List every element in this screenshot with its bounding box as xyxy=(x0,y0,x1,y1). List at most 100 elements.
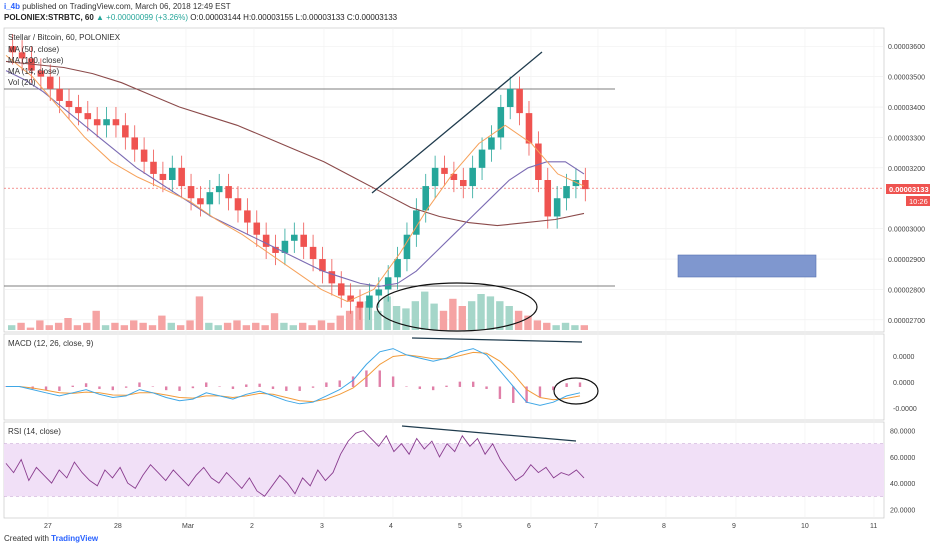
ma50-line xyxy=(5,70,585,287)
volume-bar xyxy=(83,322,91,330)
candle-body xyxy=(150,161,157,174)
macd-histogram-bar xyxy=(271,386,275,389)
candle-body xyxy=(553,198,561,217)
time-tick-label: 11 xyxy=(870,523,877,530)
volume-bar xyxy=(45,325,53,330)
macd-histogram-bar xyxy=(405,386,408,387)
volume-bar xyxy=(148,325,157,330)
legend-ma50: MA (50, close) xyxy=(8,45,59,54)
volume-bar xyxy=(167,322,175,330)
time-tick-label: 5 xyxy=(458,523,462,530)
candle-body xyxy=(84,113,92,120)
macd-pane-frame xyxy=(3,333,885,421)
volume-bar xyxy=(130,320,138,330)
macd-histogram-bar xyxy=(378,370,381,387)
volume-bar xyxy=(205,322,213,330)
volume-bar xyxy=(524,315,532,330)
last-price-label: 0.00003133 xyxy=(889,185,929,194)
macd-histogram-bar xyxy=(285,386,288,391)
time-tick-label: 8 xyxy=(662,523,666,530)
macd-histogram-bar xyxy=(124,386,128,388)
macd-histogram-bar xyxy=(191,386,195,389)
volume-bar xyxy=(289,325,297,330)
candle-body xyxy=(563,186,570,199)
price-tick-label: 0.00003500 xyxy=(888,75,925,82)
volume-bar xyxy=(533,320,542,330)
volume-bar xyxy=(17,322,25,330)
candle-body xyxy=(394,259,401,278)
volume-bar xyxy=(252,322,260,330)
candle-body xyxy=(572,180,580,187)
candle-body xyxy=(516,88,523,114)
candle-body xyxy=(103,119,110,126)
candle-body xyxy=(244,210,251,223)
macd-histogram-bar xyxy=(258,383,261,387)
volume-bar xyxy=(176,325,185,330)
candle-body xyxy=(75,107,82,114)
macd-histogram-bar xyxy=(231,386,235,389)
macd-histogram-bar xyxy=(138,382,141,387)
volume-bar xyxy=(580,325,588,330)
macd-line xyxy=(6,348,581,406)
macd-histogram-bar xyxy=(391,376,395,387)
change-value: ▲ +0.00000099 (+3.26%) xyxy=(96,13,189,22)
time-tick-label: 9 xyxy=(732,523,736,530)
legend-ma100: MA (100, close) xyxy=(8,56,64,65)
target-box xyxy=(677,254,817,278)
macd-histogram-bar xyxy=(431,386,435,391)
macd-histogram-bar xyxy=(472,381,475,387)
chart-marks: 0.00003600 0.00003500 0.00003400 0.00003300… xyxy=(4,28,925,530)
volume-bar xyxy=(383,296,391,330)
volume-bar xyxy=(186,320,194,330)
macd-histogram-bar xyxy=(552,386,555,391)
candle-body xyxy=(272,246,279,253)
volume-bar xyxy=(8,325,16,330)
legend-ma14: MA (14, close) xyxy=(8,67,59,76)
volume-bar xyxy=(317,320,326,330)
macd-histogram-bar xyxy=(311,386,315,388)
last-price-tag xyxy=(886,184,930,194)
candle-body xyxy=(431,167,439,187)
time-tick-label: 2 xyxy=(250,523,254,530)
candle-body xyxy=(93,119,101,126)
time-tick-label: Mar xyxy=(182,523,195,530)
author-name[interactable]: i_4b xyxy=(4,2,21,11)
candle-body xyxy=(206,192,214,205)
volume-bar xyxy=(392,306,401,330)
macd-histogram-bar xyxy=(325,382,328,387)
time-tick-label: 3 xyxy=(320,523,324,530)
macd-histogram-bar xyxy=(351,376,355,387)
volume-bar xyxy=(477,294,485,330)
macd-tick-label: 0.0000 xyxy=(893,354,915,361)
candle-body xyxy=(488,137,495,150)
candle-body xyxy=(37,70,45,77)
volume-bar xyxy=(355,306,363,330)
candle-body xyxy=(450,173,458,180)
macd-histogram-bar xyxy=(111,386,114,391)
volume-bar xyxy=(345,310,354,330)
macd-title: MACD (12, 26, close, 9) xyxy=(8,339,94,348)
candle-body xyxy=(337,283,345,296)
macd-histogram-bar xyxy=(498,386,502,399)
tradingview-logo[interactable]: TradingView xyxy=(51,534,99,543)
candle-body xyxy=(300,234,307,247)
macd-histogram-bar xyxy=(418,386,422,389)
rsi-line xyxy=(5,430,585,497)
volume-bar xyxy=(496,301,504,330)
volume-bar xyxy=(411,301,420,330)
candle-body xyxy=(178,167,185,187)
time-tick-label: 7 xyxy=(594,523,598,530)
candle-body xyxy=(375,289,383,296)
macd-histogram-bar xyxy=(538,386,542,397)
candle-body xyxy=(291,234,298,241)
candle-body xyxy=(441,167,448,174)
volume-bar xyxy=(139,322,147,330)
volume-bar xyxy=(261,325,269,330)
macd-histogram-bar xyxy=(445,385,448,387)
macd-circle-annotation xyxy=(553,377,599,405)
macd-signal-line xyxy=(6,351,581,403)
candle-body xyxy=(253,222,261,235)
candle-body xyxy=(140,149,148,162)
